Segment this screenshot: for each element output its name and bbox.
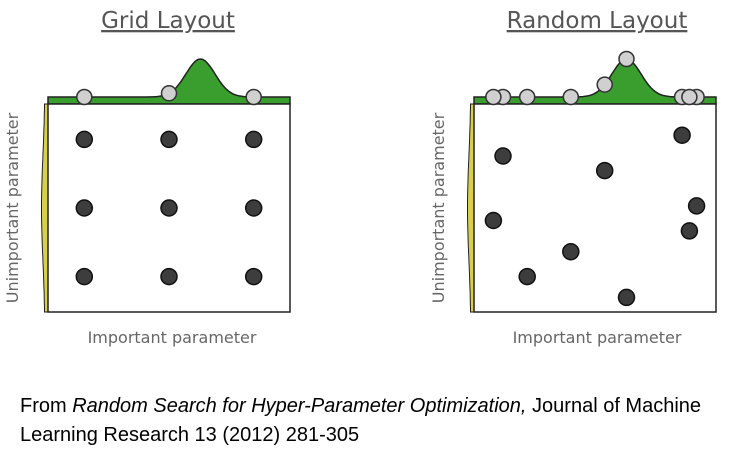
sample-point: [244, 130, 263, 149]
sample-point: [484, 211, 503, 230]
projection-marker: [485, 88, 502, 106]
sample-point: [244, 267, 263, 286]
sample-point: [244, 199, 263, 217]
sample-point: [617, 288, 636, 307]
sample-point: [687, 197, 706, 215]
point-projections: [485, 50, 705, 106]
x-axis-label: Important parameter: [88, 328, 257, 347]
y-axis-label: Unimportant parameter: [429, 112, 448, 303]
y-axis-label: Unimportant parameter: [3, 112, 22, 303]
sample-points: [484, 126, 706, 307]
random-layout-panel: Random Layout Important parameter Unimpo…: [429, 8, 717, 347]
projection-marker: [76, 88, 93, 106]
unimportant-parameter-density: [41, 103, 49, 313]
sample-point: [680, 222, 699, 240]
projection-marker: [562, 88, 580, 106]
grid-layout-panel: Grid Layout Important parameter Unimport…: [3, 8, 291, 347]
projection-marker: [245, 88, 262, 106]
sample-points: [75, 130, 263, 286]
projection-marker: [618, 50, 635, 68]
sample-point: [518, 267, 536, 286]
projection-marker: [596, 76, 613, 93]
caption-prefix: From: [20, 395, 73, 417]
sample-point: [673, 126, 691, 144]
unimportant-parameter-density: [467, 103, 475, 313]
point-projections: [76, 85, 262, 106]
sample-point: [160, 199, 178, 217]
sample-point: [160, 267, 178, 286]
sample-point: [595, 161, 614, 180]
sample-point: [75, 130, 94, 149]
sample-point: [75, 267, 94, 286]
projection-marker: [518, 88, 536, 106]
projection-marker: [160, 85, 178, 102]
sample-point: [562, 242, 580, 261]
caption-suffix: Journal of Machine Learning Research 13 …: [20, 395, 702, 446]
panel-title: Grid Layout: [101, 8, 235, 34]
sample-point: [75, 199, 94, 217]
source-caption: From Random Search for Hyper-Parameter O…: [20, 392, 720, 450]
sample-point: [494, 147, 512, 165]
projection-marker: [681, 88, 698, 106]
sample-point: [160, 130, 178, 149]
x-axis-label: Important parameter: [513, 328, 682, 347]
paper-title: Random Search for Hyper-Parameter Optimi…: [72, 395, 527, 417]
panel-title: Random Layout: [507, 8, 688, 34]
